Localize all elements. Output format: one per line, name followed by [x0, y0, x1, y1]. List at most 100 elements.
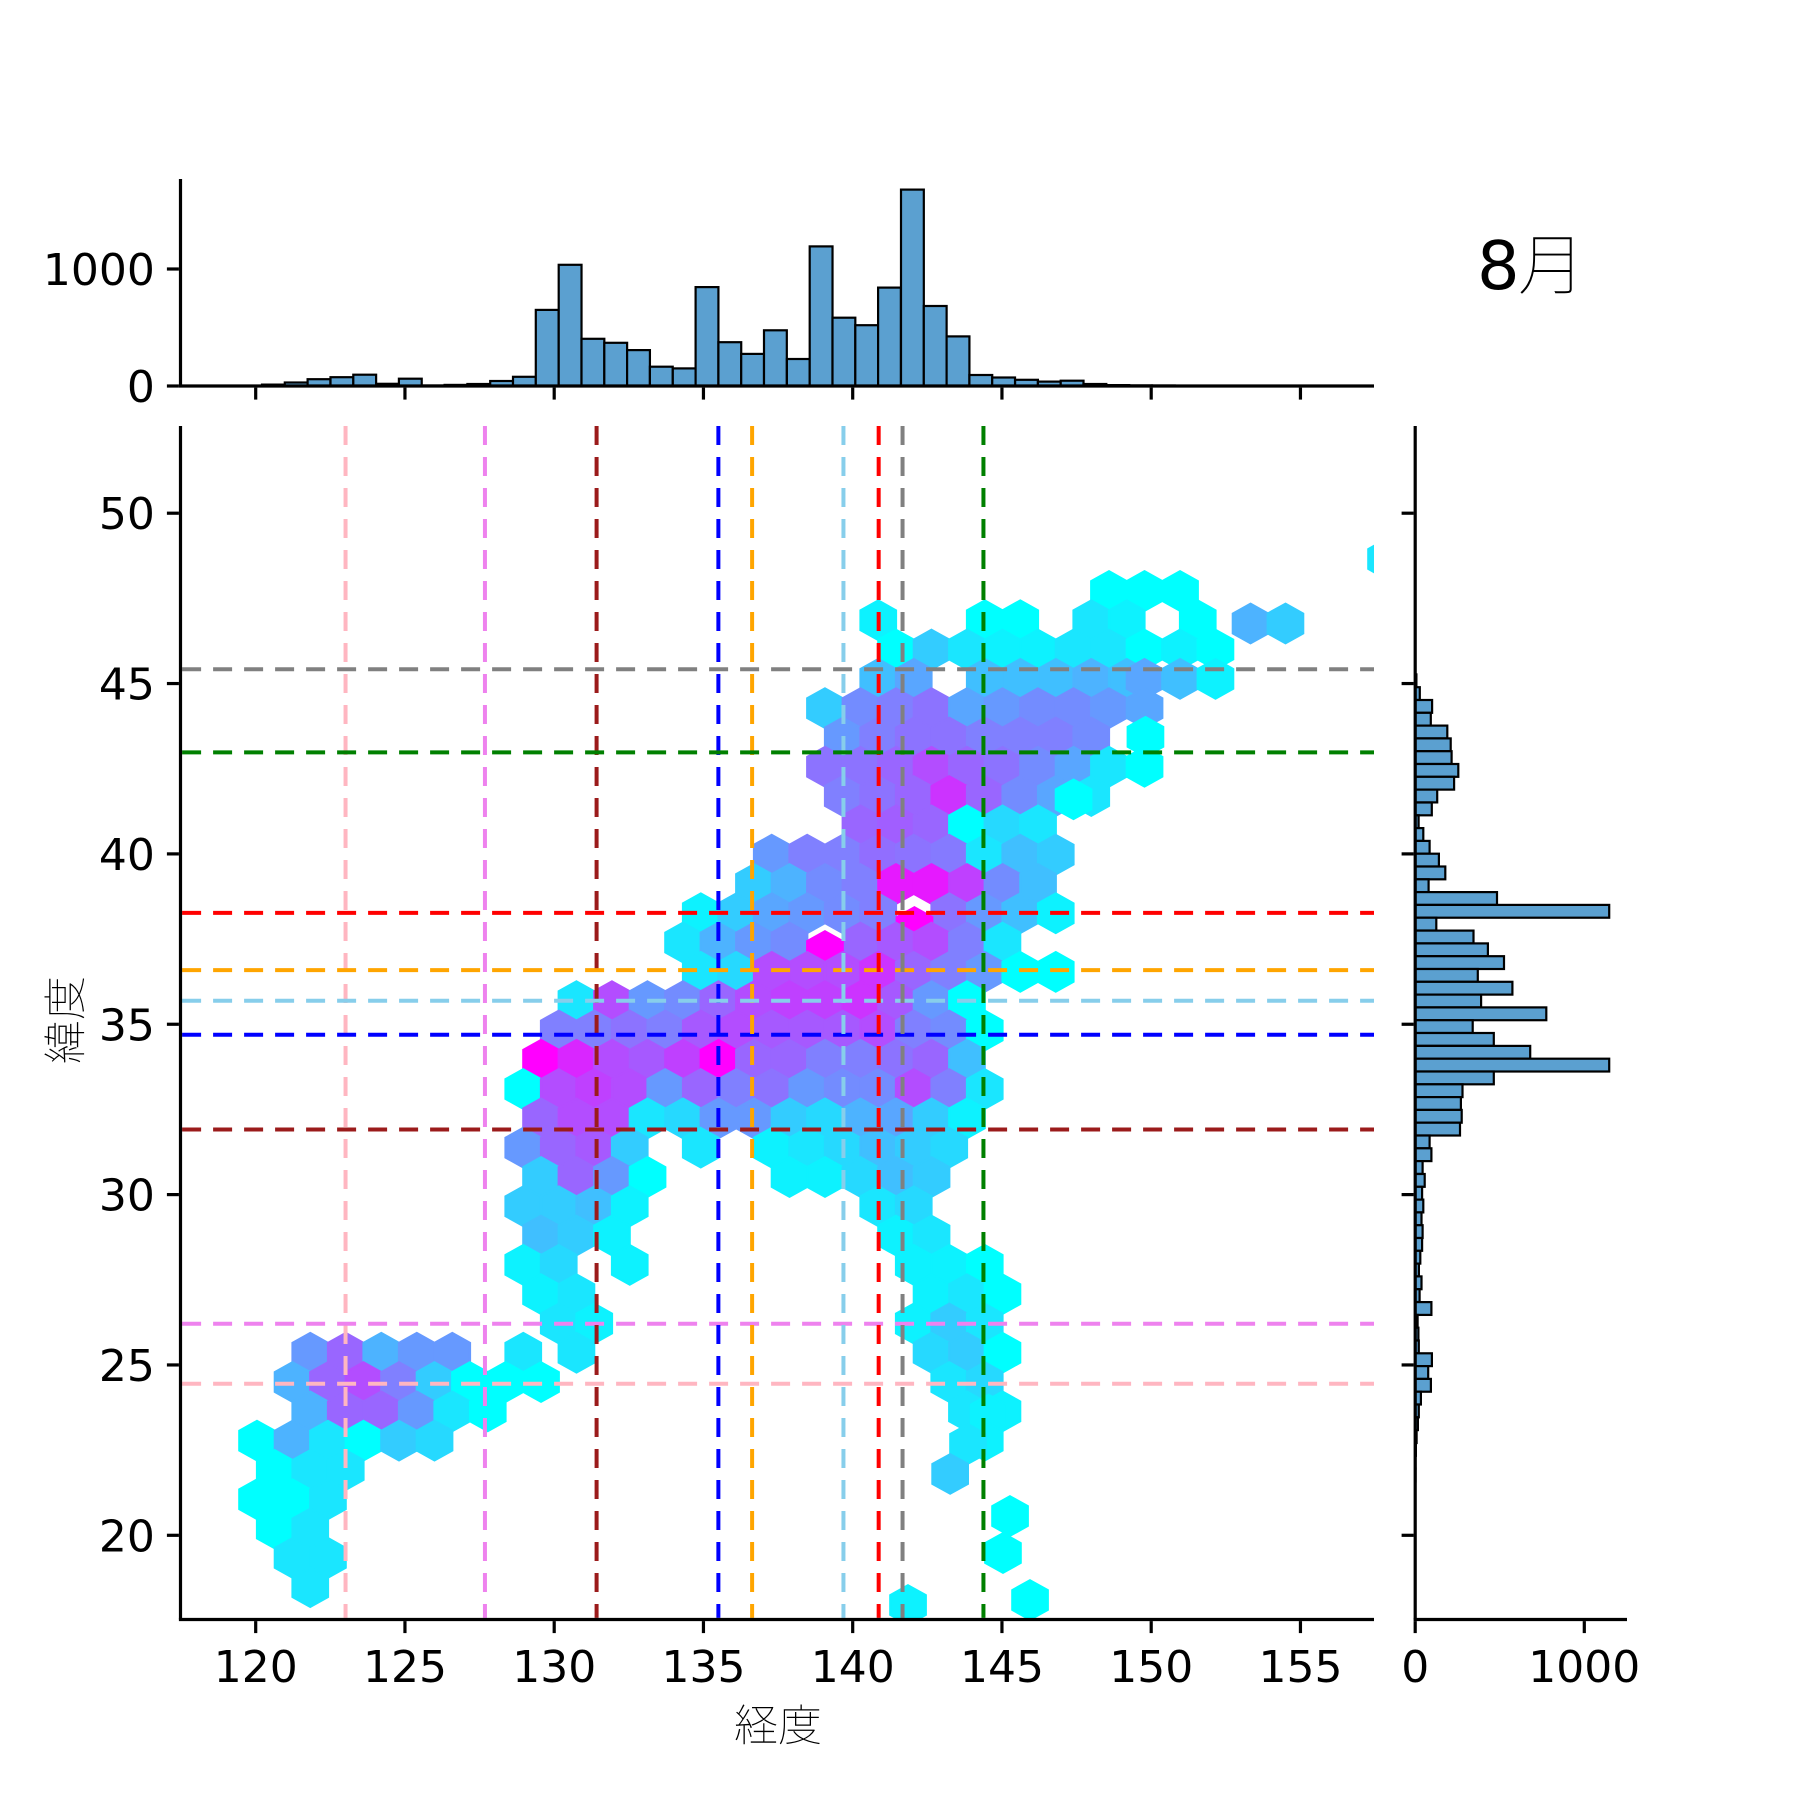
top-hist-bar [694, 286, 720, 388]
top-hist-bar [740, 352, 766, 388]
top-hist-bar [671, 367, 697, 388]
y-tick-label: 35 [99, 1000, 155, 1051]
right-hist-bar [1414, 737, 1452, 753]
city-crosshair-lines [182, 426, 1374, 1618]
top-hist-bar [899, 188, 925, 388]
hex-cell [1011, 1579, 1049, 1620]
right-hist-bar [1414, 775, 1456, 791]
hex-cell [1231, 602, 1270, 645]
tophist-y-tick-label: 0 [127, 362, 155, 413]
right-hist-bar [1414, 993, 1483, 1009]
top-hist-bar [648, 365, 674, 388]
hex-cell [468, 1390, 507, 1433]
hex-cell [1367, 544, 1374, 574]
right-hist-bar [1414, 942, 1489, 958]
hex-cell [1161, 657, 1199, 700]
hex-cell [1196, 657, 1235, 700]
title-digit: 8 [1477, 227, 1520, 305]
right-hist-bar [1414, 750, 1453, 766]
right-hist-bar [1414, 698, 1434, 714]
x-tick-label: 135 [661, 1642, 745, 1693]
right-hist-bar [1414, 1031, 1495, 1047]
axes-spines-and-ticks [166, 179, 1627, 1634]
right-hist-bar [1414, 852, 1440, 868]
right-hist-bar [1414, 1070, 1495, 1086]
right-hist-bar [1414, 916, 1438, 932]
right-marginal-histogram [1414, 673, 1611, 1483]
right-hist-bar [1414, 1364, 1430, 1381]
right-hist-bar [1414, 967, 1479, 983]
right-hist-bar [1414, 1377, 1432, 1393]
right-hist-bar [1414, 1300, 1433, 1317]
right-hist-bar [1414, 1095, 1462, 1112]
right-hist-bar [1414, 801, 1433, 817]
right-hist-bar [1414, 788, 1439, 804]
top-hist-bar [557, 263, 583, 388]
x-tick-label: 155 [1258, 1642, 1342, 1693]
y-tick-label: 45 [99, 660, 155, 711]
top-hist-bar [922, 304, 948, 388]
y-tick-label: 20 [99, 1511, 155, 1562]
top-hist-bar [854, 324, 880, 388]
top-hist-bar [808, 245, 834, 388]
right-hist-bar [1414, 1044, 1532, 1060]
right-hist-bar [1414, 1006, 1548, 1022]
right-hist-bar [1414, 1352, 1433, 1368]
top-marginal-histogram [260, 188, 1313, 388]
righthist-x-tick-label: 0 [1401, 1642, 1429, 1693]
hex-cell [557, 1331, 596, 1374]
plot-title: 8月 8 [1477, 227, 1572, 305]
right-hist-bar [1414, 1108, 1463, 1124]
right-hist-bar [1414, 1134, 1431, 1150]
y-tick-label: 30 [99, 1171, 155, 1222]
y-tick-label: 50 [99, 489, 155, 540]
right-hist-bar [1414, 724, 1449, 740]
right-hist-bar [1414, 1147, 1433, 1163]
x-tick-label: 145 [960, 1642, 1044, 1693]
right-hist-bar [1414, 890, 1499, 907]
right-hist-bar [1414, 762, 1460, 778]
top-hist-bar [603, 341, 629, 388]
right-hist-bar [1414, 1057, 1611, 1073]
hex-cell [1266, 602, 1305, 645]
x-tick-label: 150 [1109, 1642, 1193, 1693]
hex-cell [380, 1419, 418, 1462]
right-hist-bar [1414, 711, 1432, 727]
top-hist-bar [945, 335, 971, 388]
hex-cell [770, 1155, 809, 1198]
hex-cell [1054, 778, 1093, 821]
top-hist-bar [352, 373, 378, 388]
right-hist-bar [1414, 839, 1431, 855]
y-tick-label: 40 [99, 830, 155, 881]
top-hist-bar [876, 286, 903, 388]
right-hist-bar [1414, 929, 1475, 945]
hex-cell [806, 1155, 844, 1198]
x-tick-label: 130 [512, 1642, 596, 1693]
right-hist-bar [1414, 865, 1447, 881]
top-hist-bar [580, 337, 606, 388]
right-hist-bar [1414, 980, 1514, 996]
hex-cell [291, 1566, 330, 1609]
hex-cell [415, 1419, 454, 1462]
hex-cell [889, 1584, 927, 1620]
righthist-x-tick-label: 1000 [1528, 1642, 1640, 1693]
hex-cell [931, 1452, 970, 1495]
hex-cell [681, 1126, 720, 1169]
hex-cell [610, 1243, 649, 1286]
tick-labels: 120 125 130 135 140 145 150 155 20 25 30 35 40 45 50 0 0… [43, 245, 1640, 1693]
top-hist-bar [717, 341, 743, 388]
y-tick-label: 25 [99, 1341, 155, 1392]
right-hist-bar [1414, 955, 1506, 971]
tophist-y-tick-label: 1000 [43, 245, 155, 296]
right-hist-bar [1414, 903, 1611, 919]
top-hist-bar [831, 316, 857, 388]
top-hist-bar [968, 373, 994, 388]
top-hist-bar [785, 357, 811, 388]
x-tick-label: 140 [811, 1642, 895, 1693]
hex-cell [991, 1495, 1029, 1538]
right-hist-bar [1414, 1019, 1474, 1035]
x-tick-label: 120 [214, 1642, 298, 1693]
x-tick-label: 125 [363, 1642, 447, 1693]
hex-cell [984, 1532, 1022, 1575]
